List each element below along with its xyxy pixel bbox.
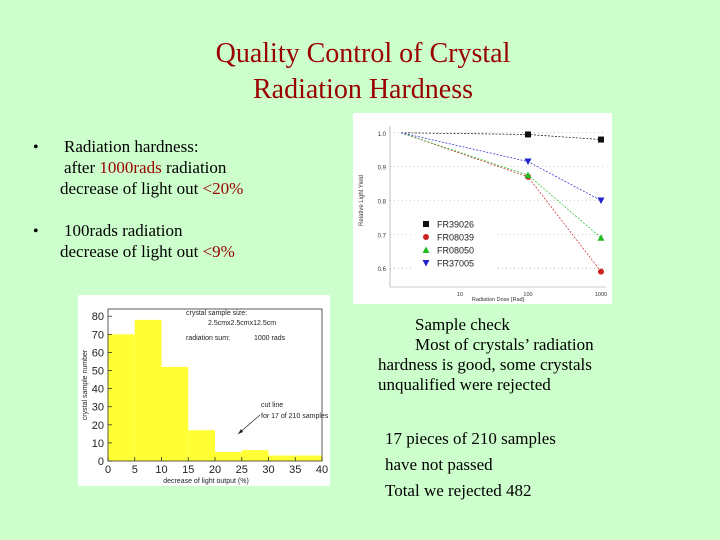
y-tick-label: 0: [98, 456, 104, 468]
legend-entry: FR37005: [437, 259, 474, 269]
histogram-bar-30-35: [268, 455, 296, 461]
annotation-sample-size-2: 2.5cmx2.5cmx12.5cm: [208, 320, 276, 327]
x-tick-label: 25: [236, 464, 248, 476]
y-axis-label: Relative Light Yield: [359, 175, 365, 226]
slide-title: Quality Control of Crystal Radiation Har…: [0, 36, 720, 108]
x-tick-label: 0: [105, 464, 111, 476]
bullet-1-mid: radiation: [161, 158, 227, 177]
x-tick-label: 10: [457, 292, 463, 298]
y-tick-label: 0.9: [378, 166, 387, 172]
bullet-1-line3: decrease of light out <20%: [60, 178, 243, 199]
square-marker: [525, 131, 531, 138]
triangle-up-marker: [524, 171, 532, 179]
legend-entry: FR08050: [437, 246, 474, 256]
title-line-1: Quality Control of Crystal: [215, 38, 511, 69]
y-tick-label: 0.6: [378, 267, 387, 273]
annotation-cut-line-1: cut line: [261, 402, 283, 409]
triangle-down-marker: [524, 158, 532, 166]
x-tick-label: 1000: [595, 292, 607, 298]
histogram-bar-5-10: [134, 319, 162, 461]
histogram-panel: 0 10 20 30 40 50 60 70 80 0 5 10 15 20 25 30 35 40 decreas…: [78, 295, 330, 486]
y-tick-label: 40: [92, 384, 104, 396]
y-tick-label: 70: [92, 329, 104, 341]
x-tick-label: 10: [155, 464, 167, 476]
histogram-bar-15-20: [188, 430, 215, 461]
sample-check-line-1: Sample check: [415, 315, 510, 334]
triangle-up-marker: [597, 234, 605, 241]
sample-check-line-3: hardness is good, some crystals: [378, 355, 592, 374]
bullet-dot-1: •: [33, 139, 39, 156]
bullet-1-head: Radiation hardness:: [64, 137, 199, 156]
bullet-1-highlight-dose: 1000rads: [99, 158, 162, 177]
histogram-bar-35-40: [295, 455, 322, 461]
cut-line-arrowhead: [238, 429, 243, 434]
circle-marker: [598, 268, 604, 275]
x-tick-label: 5: [132, 464, 138, 476]
sample-check-text: Sample check Most of crystals’ radiation…: [378, 315, 594, 395]
y-tick-label: 1.0: [378, 132, 387, 138]
rejected-line-3: Total we rejected 482: [385, 481, 532, 500]
bullet-2-line2: decrease of light out <9%: [60, 241, 235, 262]
x-tick-label: 40: [316, 464, 328, 476]
sample-check-line-4: unqualified were rejected: [378, 375, 551, 394]
light-yield-chart: 1.0 0.9 0.8 0.7 0.6 10 100 1000 Radiation Dose […: [359, 126, 607, 303]
x-tick-label: 20: [209, 464, 221, 476]
bullet-1-highlight-percent: <20%: [202, 179, 244, 198]
square-marker: [598, 136, 604, 143]
series-line-FR39026: [400, 132, 602, 140]
x-tick-label: 15: [182, 464, 194, 476]
legend-entry: FR08039: [437, 233, 474, 243]
light-output-histogram: 0 10 20 30 40 50 60 70 80 0 5 10 15 20 25 30 35 40 decreas…: [82, 308, 329, 485]
rejected-summary-text: 17 pieces of 210 samples have not passed…: [385, 426, 556, 504]
y-tick-label: 20: [92, 420, 104, 432]
title-line-2: Radiation Hardness: [252, 74, 474, 105]
circle-marker: [423, 234, 429, 240]
bullet-2-head: 100rads radiation: [64, 221, 183, 240]
sample-check-line-2: Most of crystals’ radiation: [415, 335, 594, 354]
histogram-bar-0-5: [108, 334, 135, 461]
bullet-1-line3-text: decrease of light out: [60, 179, 203, 198]
histogram-bar-10-15: [161, 366, 189, 461]
y-tick-label: 0.8: [378, 200, 387, 206]
bullet-1-line2: after 1000rads radiation: [64, 157, 243, 178]
histogram-bar-25-30: [241, 450, 269, 461]
x-tick-label: 35: [289, 464, 301, 476]
bullet-2: 100rads radiation decrease of light out …: [60, 220, 235, 262]
bullet-1: Radiation hardness: after 1000rads radia…: [60, 136, 243, 199]
y-tick-label: 30: [92, 402, 104, 414]
x-axis-label: Radiation Dose [Rad]: [472, 297, 525, 303]
y-tick-label: 80: [92, 311, 104, 323]
x-axis-label: decrease of light output (%): [163, 478, 249, 485]
rejected-line-1: 17 pieces of 210 samples: [385, 429, 556, 448]
triangle-down-marker: [597, 197, 605, 204]
annotation-radiation-2: 1000 rads: [254, 335, 286, 342]
y-axis-label: crystal sample number: [82, 349, 89, 420]
light-yield-chart-panel: 1.0 0.9 0.8 0.7 0.6 10 100 1000 Radiation Dose […: [353, 113, 612, 304]
y-tick-label: 10: [92, 438, 104, 450]
y-tick-label: 0.7: [378, 233, 387, 239]
triangle-up-marker: [422, 246, 430, 253]
histogram-bar-20-25: [215, 451, 242, 461]
y-tick-label: 60: [92, 347, 104, 359]
x-tick-label: 100: [523, 292, 532, 298]
annotation-radiation-1: radiation sum:: [186, 335, 230, 342]
triangle-down-marker: [422, 260, 430, 267]
bullet-2-highlight-percent: <9%: [202, 242, 235, 261]
y-tick-label: 50: [92, 366, 104, 378]
x-tick-label: 30: [262, 464, 274, 476]
bullet-2-line2-text: decrease of light out: [60, 242, 203, 261]
bullet-dot-2: •: [33, 223, 39, 240]
bullet-1-pre: after: [64, 158, 100, 177]
rejected-line-2: have not passed: [385, 455, 493, 474]
square-marker: [423, 221, 429, 227]
annotation-cut-line-2: for 17 of 210 samples: [261, 413, 329, 420]
legend-entry: FR39026: [437, 220, 474, 230]
annotation-sample-size-1: crystal sample size:: [186, 310, 247, 317]
